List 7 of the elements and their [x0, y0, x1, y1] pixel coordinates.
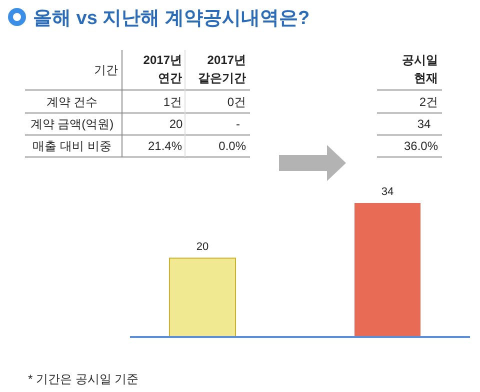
- chart-title: 올해 vs 지난해 계약공시내역은?: [33, 8, 310, 29]
- table: 기간 2017년 연간 2017년 같은기간 공시일 현재 계약 건수 1건 0건 2건 계약 금액(억원) 20 - 34 매출 대비 비중 21.4% 0.0% 36.0%: [24, 50, 442, 158]
- data-label: 20: [169, 117, 183, 131]
- text: * 기간은 공시일 기준: [28, 372, 139, 386]
- annotation: 20: [196, 241, 209, 254]
- data-label: 34: [417, 117, 431, 131]
- text: 34: [381, 186, 394, 198]
